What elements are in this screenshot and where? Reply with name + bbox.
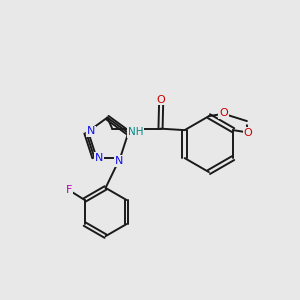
Text: O: O [157, 94, 166, 104]
Text: F: F [66, 185, 72, 195]
Text: NH: NH [128, 127, 143, 137]
Text: O: O [244, 128, 252, 138]
Text: O: O [219, 108, 228, 118]
Text: N: N [115, 156, 123, 166]
Text: N: N [86, 126, 95, 136]
Text: N: N [94, 153, 103, 163]
